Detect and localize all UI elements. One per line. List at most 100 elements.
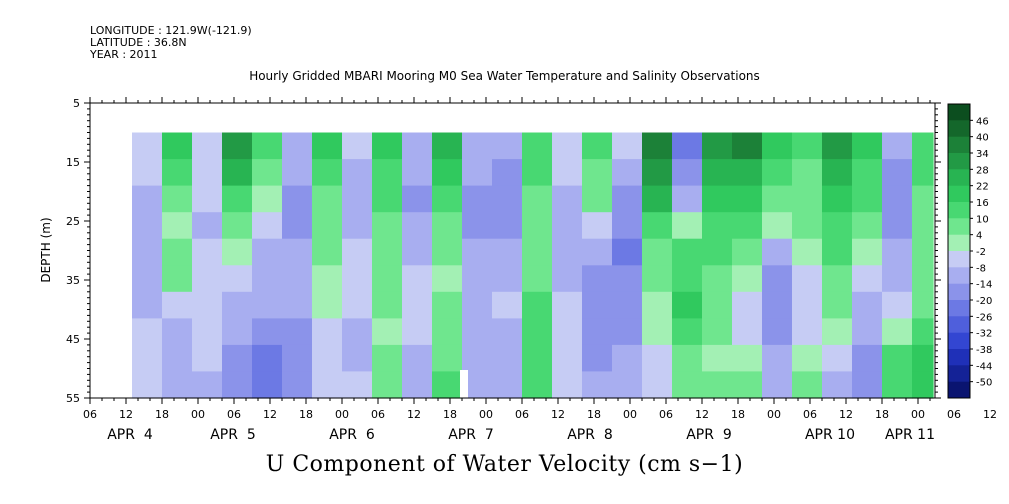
heatmap-cell [642, 212, 673, 240]
heatmap-cell [222, 318, 253, 346]
colorbar-swatch [948, 365, 970, 383]
heatmap-cell [222, 159, 253, 187]
x-hour-label: 00 [911, 408, 925, 421]
heatmap-cell [642, 371, 673, 399]
heatmap-cell [522, 318, 553, 346]
heatmap-cell [882, 185, 913, 213]
heatmap-cell [762, 371, 793, 399]
heatmap-cell [612, 318, 643, 346]
heatmap-cell [762, 132, 793, 160]
heatmap-cell [222, 238, 253, 266]
heatmap-cell [852, 238, 883, 266]
heatmap-cell [672, 132, 703, 160]
y-axis-label: DEPTH (m) [39, 217, 53, 282]
heatmap-cell [732, 371, 763, 399]
heatmap-cell [612, 344, 643, 373]
heatmap-cell [252, 371, 283, 399]
x-hour-label: 06 [515, 408, 529, 421]
heatmap-cell [822, 238, 853, 266]
heatmap-cell [252, 344, 283, 373]
heatmap-cell [852, 371, 883, 399]
x-day-label: APR 4 [107, 427, 153, 443]
heatmap-cell [372, 159, 403, 187]
heatmap-cell [732, 185, 763, 213]
heatmap-cell [402, 132, 433, 160]
x-day-label: APR 7 [448, 427, 494, 443]
heatmap-cell [462, 238, 493, 266]
heatmap-cell [492, 238, 523, 266]
heatmap-cell [492, 371, 523, 399]
heatmap-cell [402, 318, 433, 346]
y-tick-label: 5 [73, 97, 80, 110]
heatmap-cell [522, 265, 553, 293]
heatmap-cell [642, 238, 673, 266]
heatmap-cell [522, 212, 553, 240]
colorbar-swatch [948, 202, 970, 219]
heatmap-cell [912, 318, 934, 346]
heatmap-cell [732, 291, 763, 319]
heatmap-cell [612, 265, 643, 293]
heatmap-cell [462, 185, 493, 213]
heatmap-cell [522, 159, 553, 187]
heatmap-cell [462, 318, 493, 346]
heatmap-cell [822, 132, 853, 160]
heatmap-cell [372, 291, 403, 319]
heatmap-cell [762, 344, 793, 373]
heatmap-cell [222, 265, 253, 293]
heatmap-cell [252, 291, 283, 319]
heatmap-cell [192, 159, 223, 187]
heatmap-cell [762, 185, 793, 213]
heatmap-cell [132, 212, 163, 240]
heatmap-cell [222, 291, 253, 319]
heatmap-cell [132, 318, 163, 346]
colorbar-swatch [948, 300, 970, 317]
heatmap-cell [672, 371, 703, 399]
colorbar-swatch [948, 316, 970, 334]
heatmap-cell [432, 212, 463, 240]
colorbar-label: -8 [976, 263, 986, 274]
colorbar-label: -26 [976, 312, 992, 323]
x-hour-label: 06 [83, 408, 97, 421]
colorbar-swatch [948, 234, 970, 252]
heatmap-cell [882, 212, 913, 240]
heatmap-cell [162, 212, 193, 240]
heatmap-cell [492, 291, 523, 319]
x-day-label: APR 5 [210, 427, 256, 443]
heatmap-cell [162, 344, 193, 373]
heatmap-cell [252, 238, 283, 266]
y-tick-label: 25 [66, 215, 80, 228]
missing-data-gap [460, 370, 468, 398]
heatmap-cell [612, 291, 643, 319]
heatmap-cell [852, 132, 883, 160]
heatmap-cell [372, 318, 403, 346]
heatmap-cell [372, 371, 403, 399]
heatmap-cell [912, 371, 934, 399]
heatmap-cell [612, 159, 643, 187]
x-hour-label: 06 [371, 408, 385, 421]
heatmap-cell [672, 238, 703, 266]
heatmap-cell [162, 291, 193, 319]
heatmap-cell [192, 371, 223, 399]
heatmap-cell [822, 318, 853, 346]
colorbar-swatch [948, 349, 970, 366]
heatmap-cell [462, 344, 493, 373]
heatmap-cell [792, 265, 823, 293]
heatmap-cell [342, 238, 373, 266]
x-hour-label: 00 [479, 408, 493, 421]
heatmap-cell [192, 185, 223, 213]
colorbar-label: 34 [976, 149, 989, 160]
y-tick-label: 45 [66, 333, 80, 346]
heatmap-cell [522, 185, 553, 213]
heatmap-cell [792, 371, 823, 399]
heatmap-cell [822, 371, 853, 399]
heatmap-cell [312, 291, 343, 319]
heatmap-cell [852, 159, 883, 187]
heatmap-cell [192, 291, 223, 319]
heatmap-cell [282, 185, 313, 213]
heatmap-cell [492, 318, 523, 346]
chart-title: Hourly Gridded MBARI Mooring M0 Sea Wate… [249, 69, 760, 83]
heatmap-cell [312, 265, 343, 293]
x-hour-label: 06 [803, 408, 817, 421]
heatmap-cell [312, 132, 343, 160]
